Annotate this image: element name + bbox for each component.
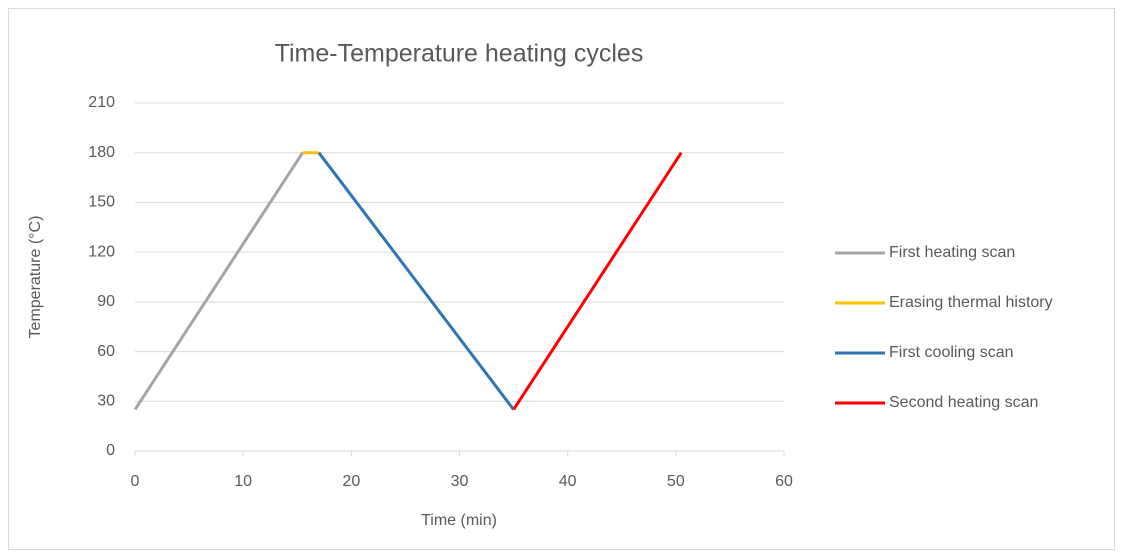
- chart-title: Time-Temperature heating cycles: [275, 40, 644, 68]
- x-tick-label: 10: [234, 473, 252, 490]
- x-tick-label: 60: [775, 473, 793, 490]
- y-tick-label: 150: [88, 194, 115, 211]
- y-axis-title: Temperature (°C): [27, 216, 44, 339]
- x-tick-label: 50: [667, 473, 685, 490]
- y-tick-label: 30: [97, 393, 115, 410]
- y-tick-label: 60: [97, 343, 115, 360]
- y-tick-label: 210: [88, 94, 115, 111]
- x-tick-label: 20: [342, 473, 360, 490]
- legend-label: First cooling scan: [889, 344, 1014, 361]
- y-tick-label: 180: [88, 144, 115, 161]
- legend-label: Second heating scan: [889, 394, 1038, 411]
- legend-label: Erasing thermal history: [889, 294, 1053, 311]
- x-tick-label: 30: [451, 473, 469, 490]
- x-tick-label: 0: [131, 473, 140, 490]
- series-line: [317, 151, 515, 411]
- legend-label: First heating scan: [889, 244, 1015, 261]
- x-tick-label: 40: [559, 473, 577, 490]
- y-tick-label: 0: [106, 442, 115, 459]
- chart-border: [8, 8, 1115, 550]
- y-tick-label: 120: [88, 243, 115, 260]
- x-axis-title: Time (min): [421, 512, 497, 529]
- y-tick-label: 90: [97, 293, 115, 310]
- series-line: [512, 151, 683, 411]
- series-line: [133, 151, 304, 411]
